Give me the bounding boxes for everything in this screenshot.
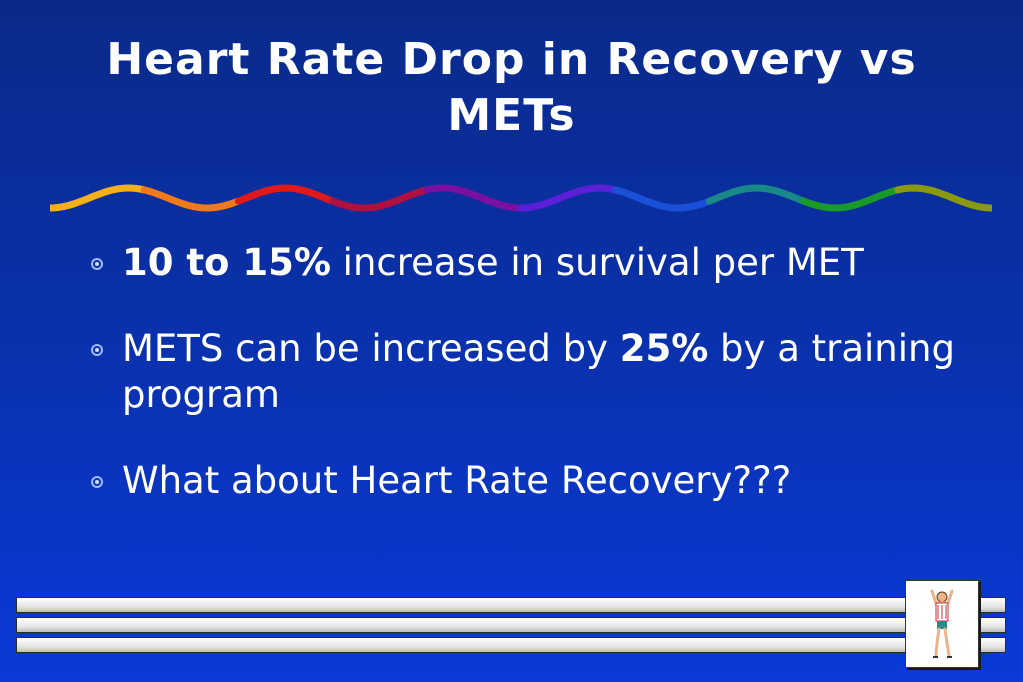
bullet-bold: 25% <box>619 327 709 370</box>
wave-segment <box>800 186 902 212</box>
rainbow-wave-divider <box>50 184 992 212</box>
runner-icon <box>930 589 954 658</box>
slide-title: Heart Rate Drop in Recovery vs METs <box>106 34 917 141</box>
wave-segment <box>705 184 808 205</box>
wave-segment <box>329 186 431 212</box>
wave-segment <box>234 184 337 205</box>
wave-segment <box>611 186 713 212</box>
wave-segment <box>423 184 525 212</box>
bullet-text: What about Heart Rate Recovery??? <box>122 459 792 502</box>
bullet-text: increase in survival per MET <box>330 241 864 284</box>
bullet-text-post: by a training program <box>122 327 955 416</box>
footer-bar <box>16 617 1006 633</box>
bullet-bold: 10 to 15% <box>122 241 331 284</box>
flower-bullet-icon <box>91 476 103 488</box>
bullet-list: 10 to 15% increase in survival per MET M… <box>90 240 970 544</box>
bullet-text-pre: METS can be increased by <box>122 327 620 370</box>
wave-segment <box>517 184 619 212</box>
footer-bar <box>16 597 1006 613</box>
bullet-item-training: METS can be increased by 25% by a traini… <box>90 326 970 418</box>
wave-segment <box>140 186 242 212</box>
flower-bullet-icon <box>91 344 103 356</box>
wave-segment <box>50 184 148 212</box>
bullet-item-hrr: What about Heart Rate Recovery??? <box>90 458 970 504</box>
bullet-item-survival: 10 to 15% increase in survival per MET <box>90 240 970 286</box>
footer-bars <box>16 597 1006 653</box>
flower-bullet-icon <box>91 258 103 270</box>
wave-segment <box>894 184 992 212</box>
footer-bar <box>16 637 1006 653</box>
runner-image <box>905 580 979 668</box>
